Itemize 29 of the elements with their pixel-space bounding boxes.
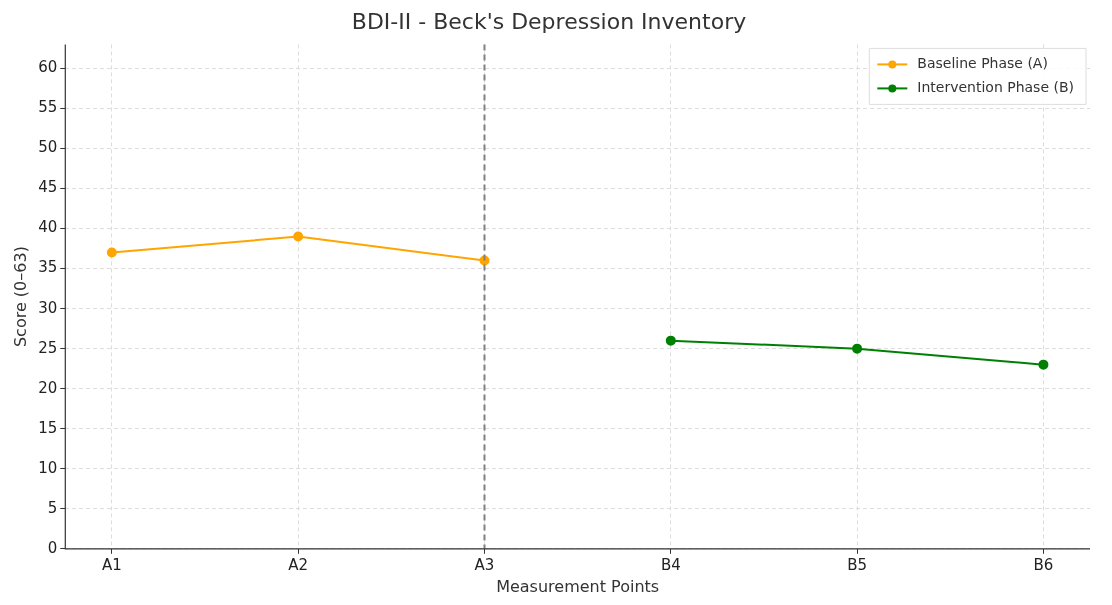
y-tick-label: 30 — [38, 298, 58, 317]
y-axis-title: Score (0–63) — [10, 246, 30, 348]
x-tick-label: B4 — [660, 555, 681, 574]
y-tick-label: 5 — [47, 498, 58, 517]
y-tick-label: 50 — [38, 138, 58, 157]
y-tick-label: 15 — [38, 418, 58, 437]
point — [106, 247, 117, 258]
y-tick-label: 45 — [38, 178, 58, 197]
y-tick-label: 0 — [47, 538, 58, 557]
y-tick-label: 10 — [38, 458, 58, 477]
x-tick-label: A2 — [288, 555, 309, 574]
x-tick-label: B5 — [847, 555, 868, 574]
x-axis-title: Measurement Points — [496, 576, 660, 596]
y-tick-label: 60 — [38, 58, 58, 77]
y-tick-label: 40 — [38, 218, 58, 237]
point — [852, 343, 863, 354]
legend-label: Intervention Phase (B) — [917, 79, 1075, 96]
y-tick-label: 55 — [38, 98, 58, 117]
x-tick-label: A1 — [101, 555, 122, 574]
legend-label: Baseline Phase (A) — [917, 55, 1048, 72]
chart-title: BDI-II - Beck's Depression Inventory — [351, 8, 747, 34]
x-tick-label: B6 — [1033, 555, 1054, 574]
point — [293, 231, 304, 242]
x-tick-label: A3 — [474, 555, 495, 574]
y-tick-label: 20 — [38, 378, 58, 397]
point — [665, 335, 676, 346]
point — [1038, 359, 1049, 370]
y-tick-label: 25 — [38, 338, 58, 357]
y-tick-label: 35 — [38, 258, 58, 277]
